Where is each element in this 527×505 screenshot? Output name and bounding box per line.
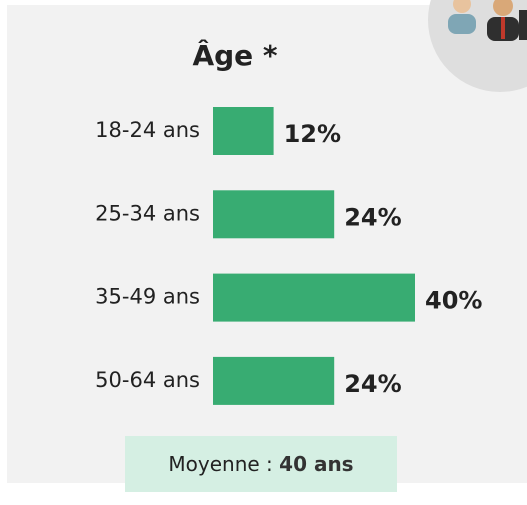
value-label: 12% xyxy=(284,120,341,148)
value-label: 24% xyxy=(344,370,401,398)
average: Moyenne : 40 ans xyxy=(168,452,353,476)
average-value: 40 ans xyxy=(279,452,353,476)
bar xyxy=(213,107,274,155)
bar xyxy=(213,190,335,239)
average-box xyxy=(125,436,397,492)
bar xyxy=(213,356,335,405)
value-label: 24% xyxy=(344,203,401,231)
average-label: Moyenne : xyxy=(168,452,272,476)
category-label: 18-24 ans xyxy=(95,118,200,142)
panel xyxy=(7,5,527,483)
chart-title: Âge * xyxy=(192,38,277,72)
category-label: 25-34 ans xyxy=(95,201,200,225)
bar xyxy=(213,273,415,322)
category-label: 35-49 ans xyxy=(95,285,200,309)
people-icon xyxy=(428,0,527,92)
value-label: 40% xyxy=(425,287,482,315)
category-label: 50-64 ans xyxy=(95,368,200,392)
